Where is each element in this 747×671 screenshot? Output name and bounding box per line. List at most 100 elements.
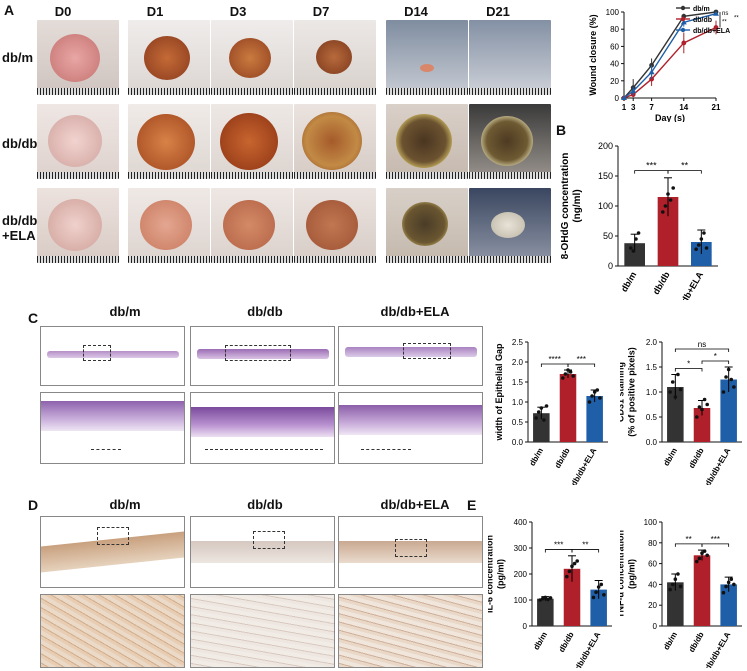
ihc-zoom-dbdb	[190, 594, 335, 668]
y-tick-label: 1.5	[646, 363, 658, 372]
il6-chart: 0 100 200 300 400 IL-6 concentration (pg/ml) db…	[488, 518, 612, 668]
data-point	[628, 246, 633, 250]
y-tick-label: 20	[648, 601, 657, 610]
y-tick-label: 60	[648, 560, 657, 569]
wound-photo-dbdb-d14	[386, 104, 468, 179]
y-tick-label: 1.0	[512, 398, 524, 407]
wound-photo-dbm-d7	[294, 20, 376, 95]
legend-marker	[680, 16, 686, 22]
y-axis-label: 8-OHdG concentration	[560, 153, 571, 260]
data-point	[704, 246, 709, 250]
data-point	[565, 574, 569, 579]
data-point	[563, 372, 568, 376]
x-tick-label: db/m	[619, 270, 638, 294]
data-point	[542, 418, 546, 422]
data-point	[536, 410, 541, 414]
x-tick-label: db/db	[687, 630, 706, 653]
data-point	[587, 400, 592, 404]
tnf-chart: 0 20 40 60 80 100 TNF-α concentration (pg/ml) db…	[620, 518, 742, 668]
panel-label-a: A	[4, 2, 15, 18]
data-point	[721, 590, 726, 595]
ihc-overview-dbdb	[190, 516, 335, 588]
data-point	[676, 372, 680, 377]
y-tick-label: 2.0	[646, 338, 658, 347]
y-tick-label: 2.5	[512, 338, 524, 347]
y-axis-label: width of Epithelial Gap	[494, 343, 504, 442]
significance-label: ****	[548, 355, 560, 364]
y-axis-label: (ng/ml)	[572, 189, 583, 222]
data-point	[732, 385, 736, 389]
y-axis-label: (pg/ml)	[496, 559, 506, 589]
data-point	[713, 25, 719, 30]
data-point	[705, 402, 709, 407]
y-tick-label: 40	[610, 60, 619, 69]
bar-db-m	[667, 387, 684, 442]
y-tick-label: 80	[610, 25, 619, 34]
y-tick-label: 80	[648, 539, 657, 548]
data-point	[592, 390, 597, 394]
x-tick-label: db/m	[662, 447, 679, 468]
x-tick-label: db/db+ELA	[569, 446, 598, 485]
zoom-region-box	[403, 343, 451, 359]
c-header-ela: db/db+ELA	[380, 304, 450, 319]
data-point	[598, 396, 602, 400]
zoom-region-box	[253, 531, 285, 549]
significance-bracket	[634, 170, 669, 174]
data-point	[673, 577, 678, 581]
x-tick-label: db/db	[651, 270, 672, 297]
data-point	[599, 582, 604, 587]
data-point	[678, 387, 683, 392]
significance-bracket	[674, 543, 703, 547]
zoom-region-box	[83, 345, 111, 361]
data-point	[700, 551, 704, 555]
data-point	[596, 585, 601, 589]
bar-db-db	[559, 374, 577, 442]
legend-marker	[680, 27, 686, 33]
ihc-overview-dbm	[40, 516, 185, 588]
y-axis-label: IL-6 concentration	[488, 535, 495, 613]
data-point	[572, 561, 577, 566]
wound-closure-chart: 0 20 40 60 80 100 1 3 7 14 21 Day (s) Wound closure …	[588, 5, 739, 122]
day-header-d21: D21	[486, 4, 510, 19]
day-header-d14: D14	[404, 4, 428, 19]
wound-photo-dbdb-d7	[294, 104, 376, 179]
ihc-zoom-ela	[338, 594, 483, 668]
significance-bracket	[540, 363, 569, 367]
wound-photo-ela-d0	[37, 188, 119, 263]
significance-label: **	[582, 541, 588, 550]
wound-photo-dbdb-d0	[37, 104, 119, 179]
data-point	[546, 597, 550, 602]
data-point	[594, 590, 598, 594]
x-axis-label: Day (s)	[655, 113, 685, 122]
data-point	[575, 559, 579, 563]
data-point	[700, 407, 704, 412]
day-header-d7: D7	[312, 4, 330, 19]
day-header-d0: D0	[54, 4, 72, 19]
panel-label-d: D	[28, 497, 39, 513]
data-point	[634, 237, 638, 241]
y-tick-label: 0.0	[512, 438, 524, 447]
data-point	[729, 577, 734, 581]
panel-label-b: B	[556, 122, 567, 138]
data-point	[567, 569, 572, 574]
y-tick-label: 300	[514, 544, 528, 553]
data-point	[732, 582, 736, 587]
x-tick-label: 14	[679, 103, 688, 112]
y-tick-label: 0	[523, 622, 528, 631]
y-tick-label: 100	[598, 201, 613, 211]
wound-photo-dbdb-d1	[128, 104, 210, 179]
he-overview-dbdb	[190, 326, 335, 386]
data-point	[702, 231, 706, 235]
data-point	[648, 69, 655, 75]
significance-label: **	[734, 15, 739, 21]
data-point	[602, 593, 606, 597]
data-point	[636, 231, 641, 235]
y-axis-label: Wound closure (%)	[588, 14, 598, 95]
data-point	[699, 237, 704, 241]
zoom-region-box	[395, 539, 427, 557]
bar-db-m	[667, 582, 684, 626]
y-tick-label: 2.0	[512, 358, 524, 367]
data-point	[696, 243, 701, 247]
zoom-region-box	[225, 345, 291, 361]
y-tick-label: 0.0	[646, 438, 658, 447]
